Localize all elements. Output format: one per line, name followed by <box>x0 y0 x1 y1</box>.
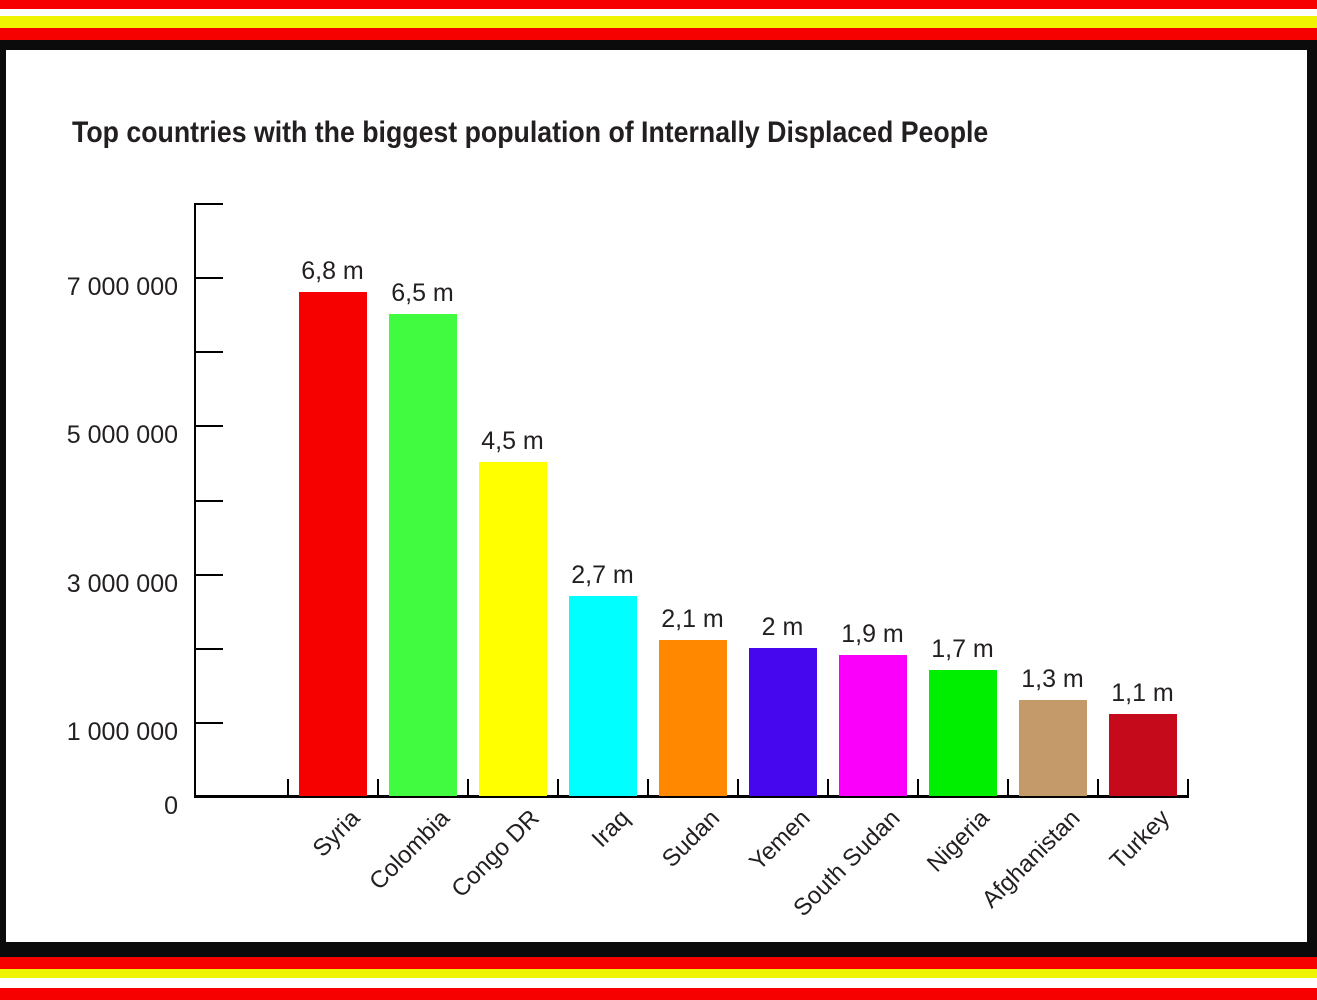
country-label: Colombia <box>364 804 456 896</box>
bar-value-label: 1,7 m <box>931 635 994 663</box>
y-axis-label: 7 000 000 <box>66 273 178 302</box>
country-label: Yemen <box>743 804 816 876</box>
x-axis-line <box>194 795 1189 798</box>
y-axis-tick <box>194 573 223 576</box>
y-axis-tick <box>194 721 223 724</box>
bar-value-label: 1,3 m <box>1021 665 1084 693</box>
x-axis-tick <box>646 779 649 795</box>
bar-value-label: 1,1 m <box>1111 679 1174 707</box>
x-axis-tick <box>736 779 739 795</box>
y-axis-tick <box>194 351 223 354</box>
bar-value-label: 2 m <box>761 613 804 641</box>
y-axis-tick <box>194 203 223 205</box>
country-label: Nigeria <box>922 804 996 878</box>
bar-congo-dr <box>478 462 547 796</box>
bottom-border-stripe-red-2 <box>0 988 1317 1000</box>
top-border-stripe-yellow <box>0 16 1317 28</box>
country-label: Turkey <box>1104 804 1176 875</box>
country-label: Congo DR <box>446 804 546 903</box>
content-area <box>6 50 1307 942</box>
y-axis-label: 3 000 000 <box>66 569 178 598</box>
bar-nigeria <box>928 670 997 796</box>
y-axis-label: 5 000 000 <box>66 421 178 450</box>
x-axis-tick <box>1186 779 1189 795</box>
bar-sudan <box>658 640 727 796</box>
bar-yemen <box>748 648 817 796</box>
bar-value-label: 6,5 m <box>391 279 454 307</box>
y-axis-tick <box>194 499 223 502</box>
chart-title: Top countries with the biggest populatio… <box>72 116 989 149</box>
country-label: Syria <box>307 804 366 863</box>
country-label: Iraq <box>586 804 636 853</box>
y-axis-label: 0 <box>164 792 178 820</box>
bar-iraq <box>568 596 637 796</box>
x-axis-tick <box>466 779 469 795</box>
bar-colombia <box>388 314 457 796</box>
country-label: Sudan <box>657 804 726 873</box>
bar-turkey <box>1108 714 1177 796</box>
x-axis-tick <box>286 779 289 795</box>
top-border-stripe-red-1 <box>0 0 1317 9</box>
bar-value-label: 2,1 m <box>661 605 724 633</box>
bottom-border-stripe-red-1 <box>0 957 1317 969</box>
bar-value-label: 4,5 m <box>481 427 544 455</box>
bar-value-label: 1,9 m <box>841 620 904 648</box>
bar-afghanistan <box>1018 700 1087 796</box>
y-axis-tick <box>194 647 223 650</box>
y-axis-tick <box>194 277 223 280</box>
y-axis-tick <box>194 425 223 428</box>
bar-syria <box>298 292 367 796</box>
bar-value-label: 2,7 m <box>571 561 634 589</box>
x-axis-tick <box>376 779 379 795</box>
top-border-stripe-red-2 <box>0 28 1317 40</box>
x-axis-tick <box>916 779 919 795</box>
x-axis-tick <box>556 779 559 795</box>
bottom-border-stripe-yellow <box>0 969 1317 978</box>
x-axis-tick <box>826 779 829 795</box>
bar-south-sudan <box>838 655 907 796</box>
x-axis-tick <box>1006 779 1009 795</box>
y-axis-label: 1 000 000 <box>66 717 178 746</box>
bar-value-label: 6,8 m <box>301 257 364 285</box>
x-axis-tick <box>1096 779 1099 795</box>
